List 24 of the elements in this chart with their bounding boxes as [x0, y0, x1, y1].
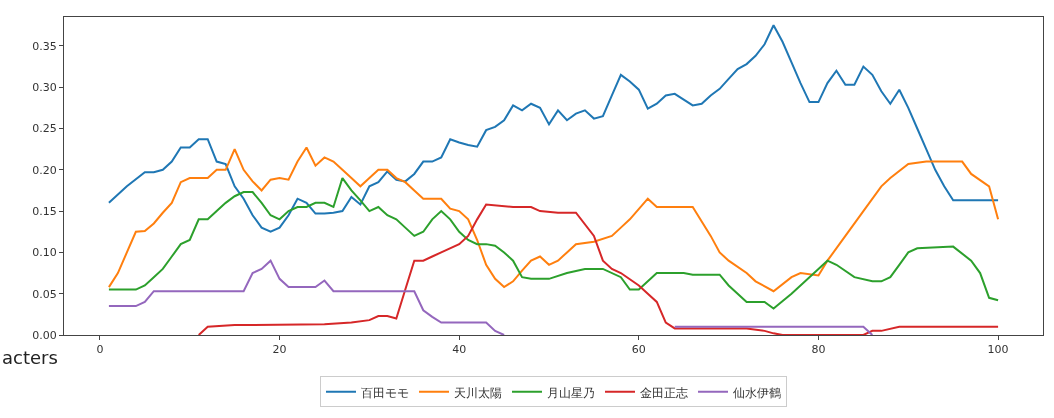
legend-label: 月山星乃 — [547, 385, 595, 400]
legend-label: 金田正志 — [640, 385, 688, 400]
y-tick-label: 0.05 — [32, 287, 57, 301]
x-tick-label: 0 — [96, 343, 104, 357]
legend-label: 仙水伊鶴 — [733, 385, 781, 400]
line-series — [107, 24, 1000, 233]
y-tick-label: 0.20 — [32, 163, 57, 177]
y-tick-label: 0.15 — [32, 204, 57, 218]
y-tick-label: 0.25 — [32, 122, 57, 136]
line-series — [197, 203, 1000, 335]
y-tick-label: 0.00 — [32, 328, 57, 342]
x-tick-label: 40 — [452, 343, 467, 357]
x-tick-label: 100 — [987, 343, 1009, 357]
y-tick-label: 0.10 — [32, 246, 57, 260]
line-series — [107, 146, 1000, 293]
y-tick-label: 0.30 — [32, 81, 57, 95]
y-tick-label: 0.35 — [32, 39, 57, 53]
line-series — [107, 177, 1000, 310]
text: acters — [2, 347, 58, 368]
x-tick-label: 60 — [631, 343, 646, 357]
legend-label: 百田モモ — [361, 385, 409, 400]
x-tick-label: 80 — [811, 343, 826, 357]
legend-label: 天川太陽 — [454, 385, 502, 400]
x-tick-label: 20 — [272, 343, 287, 357]
